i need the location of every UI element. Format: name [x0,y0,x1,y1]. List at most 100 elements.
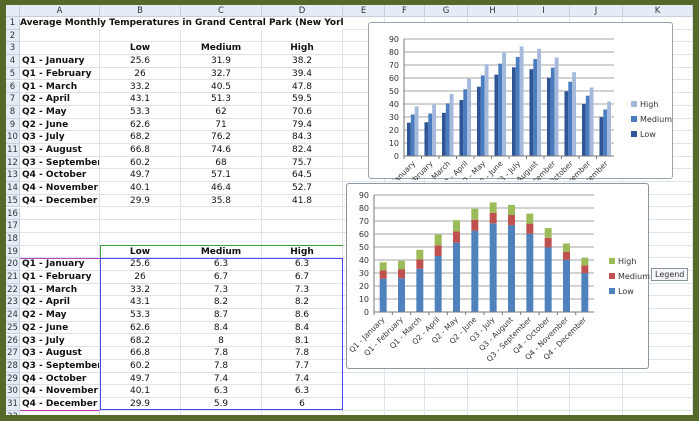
row-header-20[interactable]: 20 [6,258,20,271]
value-cell[interactable]: 47.8 [262,80,343,94]
row-label[interactable]: Q3 - September [20,359,100,373]
row-label[interactable]: Q4 - December [20,398,100,411]
cell[interactable] [262,232,343,246]
row-header-24[interactable]: 24 [6,309,20,322]
value-cell[interactable]: 29.9 [100,398,181,411]
value-cell[interactable]: 29.9 [100,194,181,208]
row-label[interactable]: Q1 - February [20,67,100,81]
column-header-H[interactable]: H [468,5,518,17]
row-header-29[interactable]: 29 [6,372,20,386]
value-cell[interactable]: 35.8 [181,194,262,208]
value-cell[interactable]: 62.6 [100,321,181,335]
value-cell[interactable]: 7.4 [181,372,262,386]
column-header-D[interactable]: D [262,5,343,17]
cell[interactable] [20,245,100,259]
row-label[interactable]: Q3 - September [20,156,100,170]
row-header-17[interactable]: 17 [6,220,20,233]
value-cell[interactable]: 46.4 [181,182,262,195]
cell[interactable] [623,232,693,246]
value-cell[interactable]: 25.6 [100,55,181,68]
row-header-30[interactable]: 30 [6,385,20,398]
row-label[interactable]: Q1 - February [20,271,100,284]
row-label[interactable]: Q1 - March [20,80,100,94]
cell[interactable] [468,372,518,386]
row-label[interactable]: Q1 - March [20,283,100,297]
value-cell[interactable]: 74.6 [181,144,262,157]
row-label[interactable]: Q4 - November [20,182,100,195]
cell[interactable] [623,372,693,386]
row-header-8[interactable]: 8 [6,105,20,119]
select-all-corner[interactable] [6,5,20,17]
cell[interactable] [343,385,385,398]
row-header-4[interactable]: 4 [6,55,20,68]
value-cell[interactable]: 68.2 [100,334,181,348]
cell[interactable] [262,29,343,43]
value-cell[interactable]: 76.2 [181,131,262,144]
value-cell[interactable]: 75.7 [262,156,343,170]
row-label[interactable]: Q2 - April [20,296,100,310]
cell[interactable] [623,220,693,233]
cell[interactable] [518,410,570,415]
cell[interactable] [518,385,570,398]
value-cell[interactable]: 40.5 [181,80,262,94]
column-header-G[interactable]: G [425,5,468,17]
value-cell[interactable]: 43.1 [100,93,181,106]
cell[interactable] [518,372,570,386]
row-header-26[interactable]: 26 [6,334,20,348]
value-cell[interactable]: 26 [100,67,181,81]
cell[interactable] [20,42,100,56]
cell[interactable] [623,283,693,297]
row-header-28[interactable]: 28 [6,359,20,373]
row-label[interactable]: Q2 - May [20,105,100,119]
value-cell[interactable]: 57.1 [181,169,262,183]
value-cell[interactable]: 84.3 [262,131,343,144]
cell[interactable] [468,398,518,411]
column-header-K[interactable]: K [623,5,693,17]
range-highlight-blue[interactable] [100,258,343,410]
stacked-column-chart[interactable]: 0 10 20 30 40 50 60 70 80 90 Q1 - January Q1 - Febr… [346,183,650,369]
row-header-7[interactable]: 7 [6,93,20,106]
value-cell[interactable]: 49.7 [100,169,181,183]
value-cell[interactable]: 7.8 [181,347,262,360]
cell[interactable] [623,194,693,208]
row-header-22[interactable]: 22 [6,283,20,297]
row-header-23[interactable]: 23 [6,296,20,310]
cell[interactable] [623,182,693,195]
cell[interactable] [100,207,181,221]
row-header-1[interactable]: 1 [6,17,20,30]
cell[interactable] [181,29,262,43]
row-label[interactable]: Q3 - August [20,144,100,157]
cell[interactable] [623,334,693,348]
cell[interactable] [570,385,623,398]
cell[interactable] [570,398,623,411]
cell[interactable] [262,410,343,415]
row-header-11[interactable]: 11 [6,144,20,157]
row-header-19[interactable]: 19 [6,245,20,259]
cell[interactable] [468,385,518,398]
cell[interactable] [385,385,425,398]
value-cell[interactable]: 79.4 [262,118,343,132]
value-cell[interactable]: 82.4 [262,144,343,157]
value-cell[interactable]: 38.2 [262,55,343,68]
row-label[interactable]: Q2 - April [20,93,100,106]
row-label[interactable]: Q2 - June [20,118,100,132]
cell[interactable] [262,220,343,233]
value-cell[interactable]: 39.4 [262,67,343,81]
column-header-E[interactable]: E [343,5,385,17]
value-cell[interactable]: 8.2 [181,296,262,310]
row-header-2[interactable]: 2 [6,29,20,43]
value-cell[interactable]: 70.6 [262,105,343,119]
cell[interactable] [343,372,385,386]
value-cell[interactable]: 7.3 [181,283,262,297]
value-cell[interactable]: 53.3 [100,105,181,119]
row-label[interactable]: Q4 - October [20,372,100,386]
cell[interactable] [343,398,385,411]
row-label[interactable]: Q2 - June [20,321,100,335]
cell[interactable] [570,372,623,386]
value-cell[interactable]: 62.6 [100,118,181,132]
cell[interactable] [425,372,468,386]
value-cell[interactable]: 52.7 [262,182,343,195]
row-header-9[interactable]: 9 [6,118,20,132]
cell[interactable] [20,220,100,233]
cell[interactable] [262,207,343,221]
